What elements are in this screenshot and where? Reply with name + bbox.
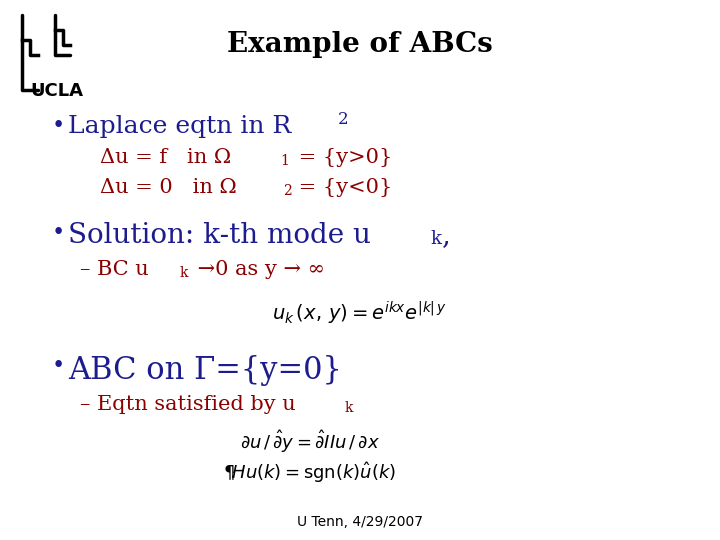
Text: Example of ABCs: Example of ABCs (227, 31, 493, 58)
Text: Laplace eqtn in R: Laplace eqtn in R (68, 115, 292, 138)
Text: k: k (430, 230, 441, 248)
Text: Δu = 0   in Ω: Δu = 0 in Ω (100, 178, 237, 197)
Text: k: k (180, 266, 189, 280)
Text: – BC u: – BC u (80, 260, 148, 279)
Text: UCLA: UCLA (30, 82, 83, 100)
Text: 2: 2 (338, 111, 348, 128)
Text: →0 as y → ∞: →0 as y → ∞ (191, 260, 325, 279)
Text: •: • (52, 222, 66, 244)
Text: •: • (52, 115, 66, 137)
Text: Solution: k-th mode u: Solution: k-th mode u (68, 222, 371, 249)
Text: = {y>0}: = {y>0} (292, 148, 392, 167)
Text: $u_k\,(x,\,y)=e^{ikx}e^{|k|\,y}$: $u_k\,(x,\,y)=e^{ikx}e^{|k|\,y}$ (272, 300, 448, 327)
Text: U Tenn, 4/29/2007: U Tenn, 4/29/2007 (297, 515, 423, 529)
Text: – Eqtn satisfied by u: – Eqtn satisfied by u (80, 395, 296, 414)
Text: 1: 1 (280, 154, 289, 168)
Text: = {y<0}: = {y<0} (292, 178, 392, 197)
Text: k: k (345, 401, 354, 415)
Text: $\partial u\,/\,\hat{\partial}y = \hat{\partial}IIu\,/\,\partial x$: $\partial u\,/\,\hat{\partial}y = \hat{\… (240, 428, 380, 455)
Text: •: • (52, 355, 66, 377)
Text: ,: , (442, 222, 451, 249)
Text: 2: 2 (283, 184, 292, 198)
Text: Δu = f   in Ω: Δu = f in Ω (100, 148, 231, 167)
Text: ABC on Γ={y=0}: ABC on Γ={y=0} (68, 355, 342, 386)
Text: $\P\!\mathit{H}u(k)=\mathrm{sgn}(k)\hat{u}(k)$: $\P\!\mathit{H}u(k)=\mathrm{sgn}(k)\hat{… (223, 460, 397, 485)
